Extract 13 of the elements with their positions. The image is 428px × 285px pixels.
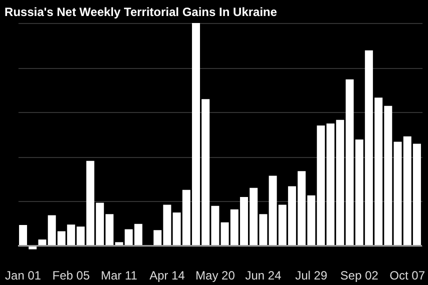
x-tick-label: Oct 07 <box>390 268 426 282</box>
x-tick-label: Sep 02 <box>340 268 379 282</box>
x-tick-label: Feb 05 <box>52 268 90 282</box>
chart-title: Russia's Net Weekly Territorial Gains In Ukraine <box>4 5 278 19</box>
x-tick-label: Apr 14 <box>149 268 186 282</box>
x-tick-label: Jan 01 <box>5 268 42 282</box>
bar <box>28 246 37 250</box>
bar <box>134 224 142 246</box>
x-tick-label: May 20 <box>196 268 236 282</box>
x-tick-label: Jun 24 <box>245 268 282 282</box>
x-tick-label: Mar 11 <box>100 268 138 282</box>
bar <box>19 225 28 246</box>
x-tick-label: Jul 29 <box>295 268 328 282</box>
